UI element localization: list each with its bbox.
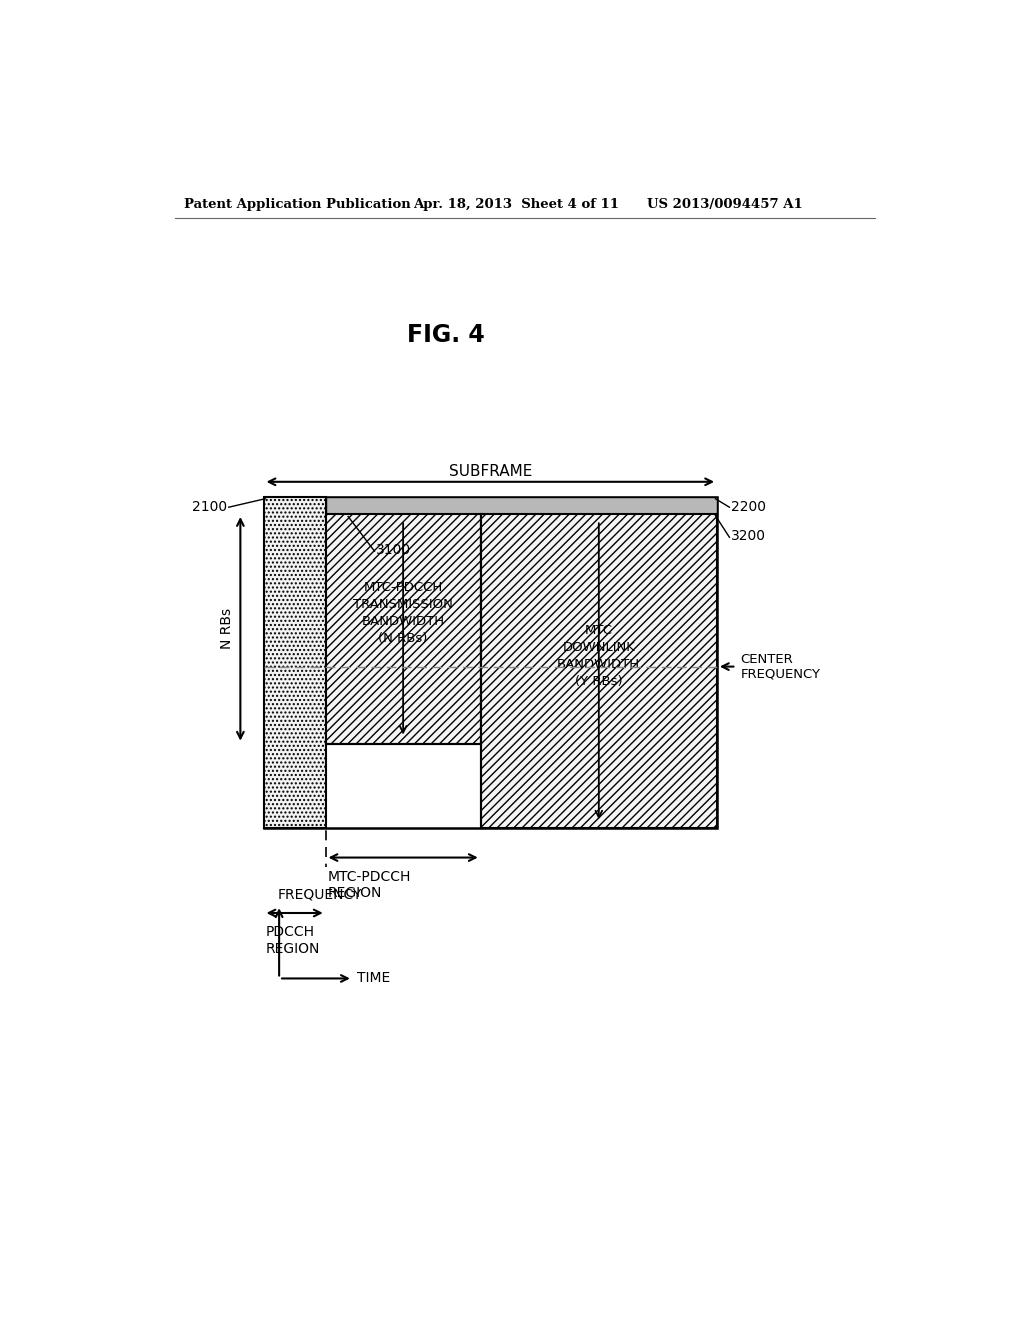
Text: 3100: 3100 (376, 543, 411, 557)
Bar (326, 515, 480, 743)
Text: CENTER
FREQUENCY: CENTER FREQUENCY (740, 652, 820, 681)
Bar (263, 498, 717, 829)
Text: MTC-PDCCH
REGION: MTC-PDCCH REGION (328, 870, 412, 900)
Text: FIG. 4: FIG. 4 (407, 323, 484, 347)
Text: MTC-PDCCH
TRANSMISSION
BANDWIDTH
(N RBs): MTC-PDCCH TRANSMISSION BANDWIDTH (N RBs) (353, 582, 453, 645)
Text: 2200: 2200 (731, 500, 766, 515)
Bar (326, 498, 717, 515)
Text: 2100: 2100 (193, 500, 227, 515)
Text: MTC
DOWNLINK
BANDWIDTH
(Y RBs): MTC DOWNLINK BANDWIDTH (Y RBs) (557, 624, 640, 688)
Bar (480, 515, 717, 829)
Text: TIME: TIME (356, 972, 390, 986)
Text: FREQUENCY: FREQUENCY (278, 887, 361, 902)
Text: PDCCH
REGION: PDCCH REGION (265, 925, 319, 956)
Text: Apr. 18, 2013  Sheet 4 of 11: Apr. 18, 2013 Sheet 4 of 11 (414, 198, 620, 211)
Text: Patent Application Publication: Patent Application Publication (183, 198, 411, 211)
Text: US 2013/0094457 A1: US 2013/0094457 A1 (647, 198, 803, 211)
Bar (263, 498, 326, 829)
Text: N RBs: N RBs (220, 609, 234, 649)
Text: 3200: 3200 (731, 529, 766, 543)
Text: SUBFRAME: SUBFRAME (449, 463, 532, 479)
